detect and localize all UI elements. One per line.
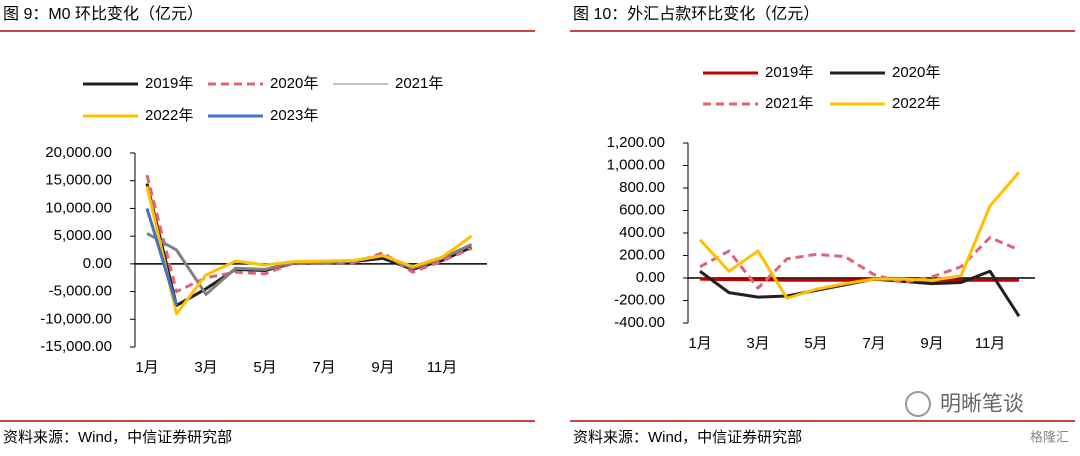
x-tick-label: 9月 — [920, 335, 943, 352]
y-tick-label: 800.00 — [619, 179, 665, 196]
y-tick-label: 0.00 — [83, 255, 112, 272]
source-note: 资料来源：Wind，中信证券研究部 — [3, 429, 232, 446]
y-tick-label: 200.00 — [619, 246, 665, 263]
series-line — [145, 207, 178, 306]
y-tick-label: 1,000.00 — [607, 156, 665, 173]
y-tick-label: -400.00 — [614, 314, 665, 331]
y-tick-label: 400.00 — [619, 224, 665, 241]
y-tick-label: 0.00 — [636, 269, 665, 286]
x-tick-label: 11月 — [975, 335, 1006, 352]
y-tick-label: 600.00 — [619, 201, 665, 218]
legend-label: 2020年 — [892, 64, 940, 81]
y-tick-label: 20,000.00 — [45, 144, 112, 161]
watermark-text: 明晰笔谈 — [940, 393, 1024, 416]
y-tick-label: 5,000.00 — [54, 227, 112, 244]
x-tick-label: 11月 — [427, 359, 458, 376]
x-tick-label: 7月 — [862, 335, 885, 352]
series-line — [699, 236, 1020, 290]
x-tick-label: 7月 — [312, 359, 335, 376]
y-tick-label: 10,000.00 — [45, 199, 112, 216]
x-tick-label: 5月 — [253, 359, 276, 376]
x-tick-label: 3月 — [746, 335, 769, 352]
x-tick-label: 3月 — [194, 359, 217, 376]
chart-title: 图 10：外汇占款环比变化（亿元） — [573, 5, 819, 23]
x-tick-label: 9月 — [371, 359, 394, 376]
legend-label: 2019年 — [145, 75, 193, 92]
series-line — [698, 171, 1021, 300]
logo: 格隆汇 — [1030, 429, 1069, 444]
series-line — [145, 185, 473, 316]
y-tick-label: -200.00 — [614, 291, 665, 308]
y-tick-label: -15,000.00 — [40, 338, 112, 355]
y-tick-label: -10,000.00 — [40, 310, 112, 327]
legend-label: 2020年 — [270, 75, 318, 92]
watermark: 明晰笔谈 — [905, 391, 1024, 417]
watermark-icon — [905, 391, 931, 417]
y-tick-label: -5,000.00 — [49, 283, 112, 300]
legend-label: 2022年 — [892, 95, 940, 112]
legend-label: 2023年 — [270, 107, 318, 124]
legend-label: 2022年 — [145, 107, 193, 124]
y-tick-label: 15,000.00 — [45, 172, 112, 189]
source-note: 资料来源：Wind，中信证券研究部 — [573, 429, 802, 446]
chart-title: 图 9：M0 环比变化（亿元） — [3, 5, 203, 23]
x-tick-label: 5月 — [804, 335, 827, 352]
x-tick-label: 1月 — [135, 359, 158, 376]
legend-label: 2021年 — [765, 95, 813, 112]
x-tick-label: 1月 — [688, 335, 711, 352]
y-tick-label: 1,200.00 — [607, 134, 665, 151]
legend-label: 2021年 — [395, 75, 443, 92]
legend-label: 2019年 — [765, 64, 813, 81]
